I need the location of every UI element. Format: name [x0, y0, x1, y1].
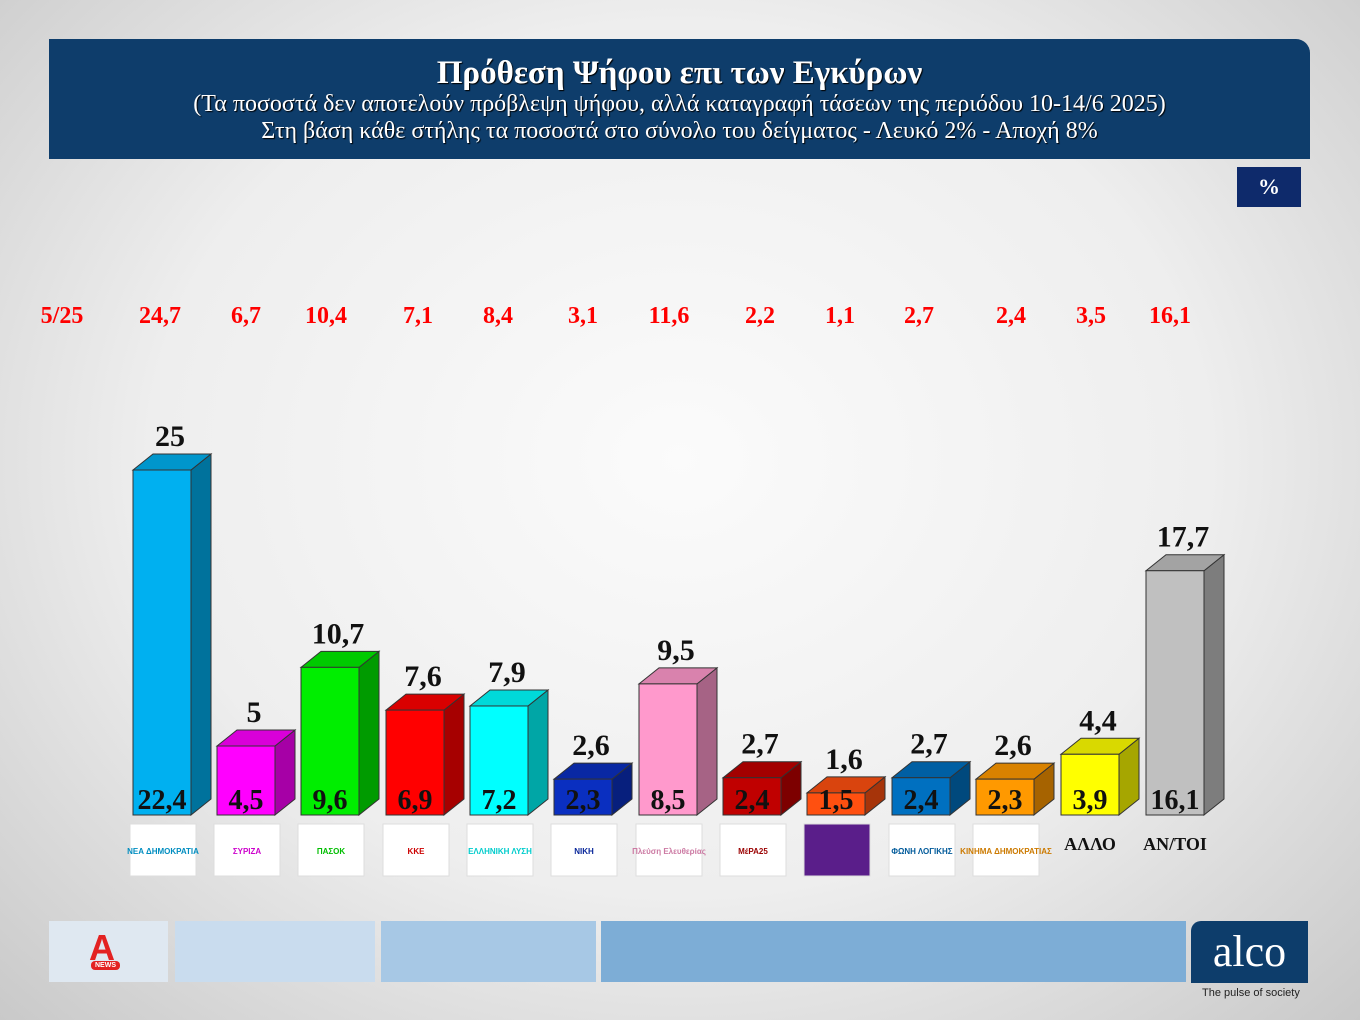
party-logo — [888, 823, 956, 877]
party-logo-text: ΚΚΕ — [408, 847, 426, 856]
bar — [1060, 753, 1120, 816]
previous-value-label: 8,4 — [483, 303, 513, 329]
party-logo-text: ΦΩΝΗ ΛΟΓΙΚΗΣ — [891, 847, 952, 856]
bar-base-label: 3,9 — [1073, 785, 1108, 816]
previous-value-label: 3,5 — [1076, 303, 1106, 329]
bar — [385, 709, 445, 816]
party-logo — [382, 823, 450, 877]
bar-value-label: 4,4 — [1079, 704, 1117, 737]
bar-base-label: 6,9 — [398, 785, 433, 816]
chart-subtitle-2: Στη βάση κάθε στήλης τα ποσοστά στο σύνο… — [261, 118, 1098, 144]
party-logo-text: ΣΥΡΙΖΑ — [233, 847, 262, 856]
bar-base-label: 7,2 — [482, 785, 517, 816]
category-label: ΑΝ/ΤΟΙ — [1143, 834, 1207, 854]
chart-title: Πρόθεση Ψήφου επι των Εγκύρων — [436, 55, 923, 91]
party-logo — [213, 823, 281, 877]
party-logo — [719, 823, 787, 877]
footer-band-1 — [175, 921, 375, 982]
party-logo-text: ΠΑΣΟΚ — [317, 847, 346, 856]
bar — [638, 683, 698, 816]
bar — [1145, 570, 1205, 816]
bar — [216, 745, 276, 816]
bar-base-label: 2,4 — [904, 785, 939, 816]
party-logo — [803, 823, 871, 877]
previous-value-label: 2,2 — [745, 303, 775, 329]
bar-base-label: 22,4 — [138, 785, 187, 816]
bar-side — [1203, 553, 1225, 817]
bar-side — [358, 650, 380, 817]
bar-value-label: 2,7 — [741, 728, 779, 761]
chart-header: Πρόθεση Ψήφου επι των Εγκύρων (Τα ποσοστ… — [49, 39, 1310, 159]
bar — [469, 705, 529, 816]
alco-logo: alco — [1191, 921, 1308, 983]
alpha-logo-news: NEWS — [91, 961, 120, 970]
party-logo — [129, 823, 197, 877]
party-logo-text: ΜέΡΑ25 — [738, 847, 768, 856]
bar-value-label: 10,7 — [312, 617, 365, 650]
bar-base-label: 8,5 — [651, 785, 686, 816]
bar-value-label: 17,7 — [1157, 521, 1210, 554]
bar-value-label: 2,6 — [572, 729, 610, 762]
bar-base-label: 2,4 — [735, 785, 770, 816]
alco-tagline: The pulse of society — [1202, 987, 1300, 999]
bar-base-label: 2,3 — [988, 785, 1023, 816]
percent-badge: % — [1237, 167, 1301, 207]
previous-period-label: 5/25 — [41, 303, 84, 329]
previous-value-label: 11,6 — [649, 303, 690, 329]
bar — [300, 666, 360, 816]
bar-base-label: 2,3 — [566, 785, 601, 816]
party-logo — [297, 823, 365, 877]
bar-base-label: 16,1 — [1151, 785, 1200, 816]
category-label: ΑΛΛΟ — [1064, 834, 1116, 854]
party-logo-text: ΝΕΑ ΔΗΜΟΚΡΑΤΙΑ — [127, 847, 199, 856]
bar-base-label: 4,5 — [229, 785, 264, 816]
party-logo-text: ΚΙΝΗΜΑ ΔΗΜΟΚΡΑΤΙΑΣ — [960, 847, 1052, 856]
bar-value-label: 25 — [155, 420, 185, 453]
bar-side — [527, 688, 549, 817]
previous-value-label: 16,1 — [1149, 303, 1191, 329]
previous-value-label: 7,1 — [403, 303, 433, 329]
bar — [891, 777, 951, 816]
chart-subtitle-1: (Τα ποσοστά δεν αποτελούν πρόβλεψη ψήφου… — [193, 91, 1166, 117]
previous-value-label: 3,1 — [568, 303, 598, 329]
party-logo-text: ΕΛΛΗΝΙΚΗ ΛΥΣΗ — [468, 847, 532, 856]
bar-side — [443, 693, 465, 817]
party-logo-text: Πλεύση Ελευθερίας — [632, 847, 706, 856]
bar-value-label: 7,6 — [404, 660, 442, 693]
bar — [132, 469, 192, 816]
bar-value-label: 2,7 — [910, 728, 948, 761]
bar-side — [696, 666, 718, 817]
previous-value-label: 2,7 — [904, 303, 934, 329]
bar-value-label: 1,6 — [825, 743, 863, 776]
previous-value-label: 2,4 — [996, 303, 1026, 329]
bar-value-label: 5 — [247, 696, 262, 729]
bar — [722, 777, 782, 816]
party-logo — [972, 823, 1040, 877]
previous-value-label: 6,7 — [231, 303, 261, 329]
previous-value-label: 24,7 — [139, 303, 181, 329]
party-logo-text: ΝΙΚΗ — [574, 847, 594, 856]
bar-value-label: 9,5 — [657, 634, 695, 667]
party-logo — [635, 823, 703, 877]
footer-band-3 — [601, 921, 1186, 982]
bar-base-label: 1,5 — [819, 785, 854, 816]
party-logo — [550, 823, 618, 877]
bar — [806, 792, 866, 816]
bar-value-label: 7,9 — [488, 656, 526, 689]
bar-side — [190, 452, 212, 817]
bar — [553, 778, 613, 816]
bar — [975, 778, 1035, 816]
previous-value-label: 10,4 — [305, 303, 347, 329]
party-logo — [466, 823, 534, 877]
bar-base-label: 9,6 — [313, 785, 348, 816]
previous-value-label: 1,1 — [825, 303, 855, 329]
bar-value-label: 2,6 — [994, 729, 1032, 762]
alpha-news-logo: A NEWS — [49, 921, 168, 982]
footer-band-2 — [381, 921, 596, 982]
